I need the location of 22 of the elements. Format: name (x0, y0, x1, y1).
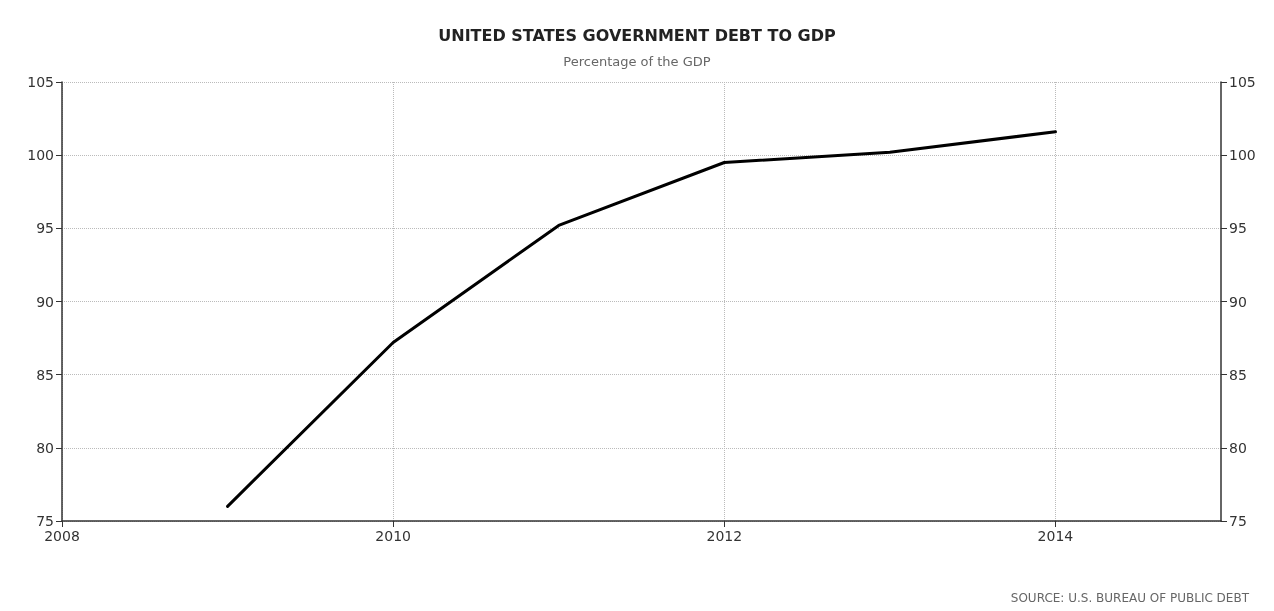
line-series (226, 130, 1057, 508)
x-tick-label: 2012 (706, 528, 743, 544)
y-tick-label: 105 (27, 74, 54, 90)
y2-tick-label: 80 (1229, 439, 1247, 456)
y2-tick-label: 100 (1229, 147, 1256, 164)
y-tick-label: 80 (36, 439, 54, 456)
chart-subtitle: Percentage of the GDP (563, 54, 711, 69)
y2-tick-label: 90 (1229, 293, 1247, 310)
y-tick-label: 85 (36, 366, 54, 383)
x-tick-label: 2014 (1037, 528, 1074, 544)
y2-tick-label: 105 (1229, 74, 1256, 90)
source-note: SOURCE: U.S. BUREAU OF PUBLIC DEBT (1010, 591, 1250, 605)
y-tick-label: 90 (36, 293, 54, 310)
x-tick-label: 2008 (44, 528, 80, 544)
y2-tick-label: 85 (1229, 366, 1247, 383)
y-tick-label: 100 (27, 147, 54, 164)
y2-tick-label: 95 (1229, 220, 1247, 237)
x-tick-label: 2010 (375, 528, 411, 544)
chart-title: UNITED STATES GOVERNMENT DEBT TO GDP (438, 25, 837, 45)
y-tick-label: 95 (36, 220, 54, 237)
y-tick-label: 75 (36, 513, 54, 529)
y2-tick-label: 75 (1229, 513, 1247, 529)
